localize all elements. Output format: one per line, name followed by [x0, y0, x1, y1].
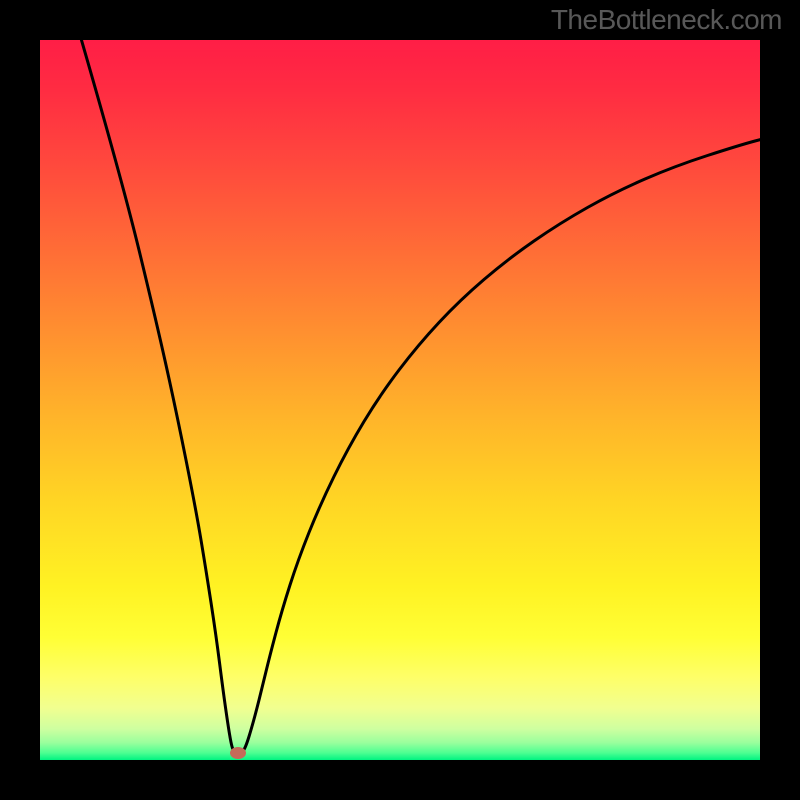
figure-container: TheBottleneck.com	[0, 0, 800, 800]
bottleneck-curve-chart	[40, 40, 760, 760]
plot-area	[40, 40, 760, 760]
gradient-background	[40, 40, 760, 760]
watermark-text: TheBottleneck.com	[551, 4, 782, 36]
minimum-marker	[230, 747, 246, 759]
